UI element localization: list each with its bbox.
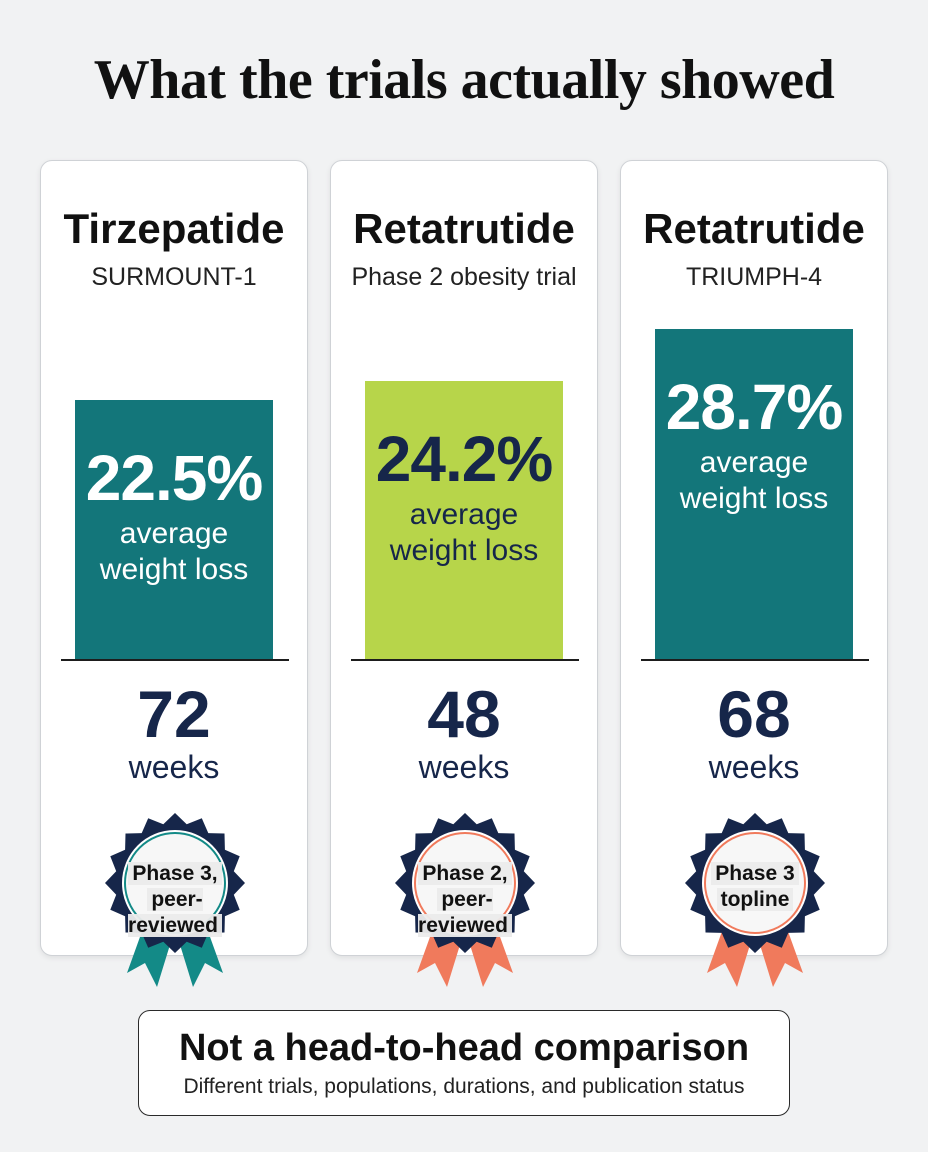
disclaimer-box: Not a head-to-head comparison Different …: [138, 1010, 790, 1116]
status-badge: Phase 3 topline: [685, 811, 825, 1001]
trial-card-retatrutide-triumph4: Retatrutide TRIUMPH-4 28.7% average weig…: [620, 160, 888, 987]
bar-caption: average weight loss: [99, 517, 249, 586]
bar: 28.7% average weight loss: [655, 329, 853, 659]
badge-line-2: peer-reviewed: [418, 888, 512, 937]
badge-line-1: Phase 3: [711, 862, 799, 885]
trial-name: TRIUMPH-4: [685, 263, 823, 291]
duration-unit: weeks: [708, 749, 800, 785]
chart-baseline: [351, 659, 579, 661]
badge-line-2: topline: [716, 888, 794, 911]
trial-card-retatrutide-phase2: Retatrutide Phase 2 obesity trial 24.2% …: [330, 160, 598, 987]
drug-name: Retatrutide: [643, 205, 865, 252]
status-badge: Phase 2, peer-reviewed: [395, 811, 535, 1001]
bar-value-label: 24.2%: [375, 423, 553, 495]
trial-name: SURMOUNT-1: [91, 263, 257, 291]
duration-weeks: 68: [717, 677, 791, 751]
page-title: What the trials actually showed: [93, 49, 835, 111]
badge-line-2: peer-reviewed: [128, 888, 222, 937]
bar: 24.2% average weight loss: [365, 381, 563, 659]
drug-name: Retatrutide: [353, 205, 575, 252]
chart-baseline: [61, 659, 289, 661]
badge-line-1: Phase 3,: [128, 862, 222, 885]
duration-weeks: 72: [137, 677, 211, 751]
disclaimer-subtitle: Different trials, populations, durations…: [183, 1075, 745, 1098]
duration-unit: weeks: [128, 749, 220, 785]
trial-name: Phase 2 obesity trial: [351, 263, 577, 291]
bar-value-label: 22.5%: [85, 442, 263, 514]
status-badge: Phase 3, peer-reviewed: [105, 811, 245, 1001]
bar-caption: average weight loss: [679, 446, 829, 515]
badge-line-1: Phase 2,: [418, 862, 512, 885]
trial-card-tirzepatide: Tirzepatide SURMOUNT-1 22.5% average wei…: [40, 160, 308, 987]
duration-unit: weeks: [418, 749, 510, 785]
bar: 22.5% average weight loss: [75, 400, 273, 659]
disclaimer-title: Not a head-to-head comparison: [178, 1027, 750, 1069]
bar-value-label: 28.7%: [665, 371, 843, 443]
bar-caption: average weight loss: [389, 498, 539, 567]
chart-baseline: [641, 659, 869, 661]
drug-name: Tirzepatide: [63, 205, 285, 252]
duration-weeks: 48: [427, 677, 501, 751]
